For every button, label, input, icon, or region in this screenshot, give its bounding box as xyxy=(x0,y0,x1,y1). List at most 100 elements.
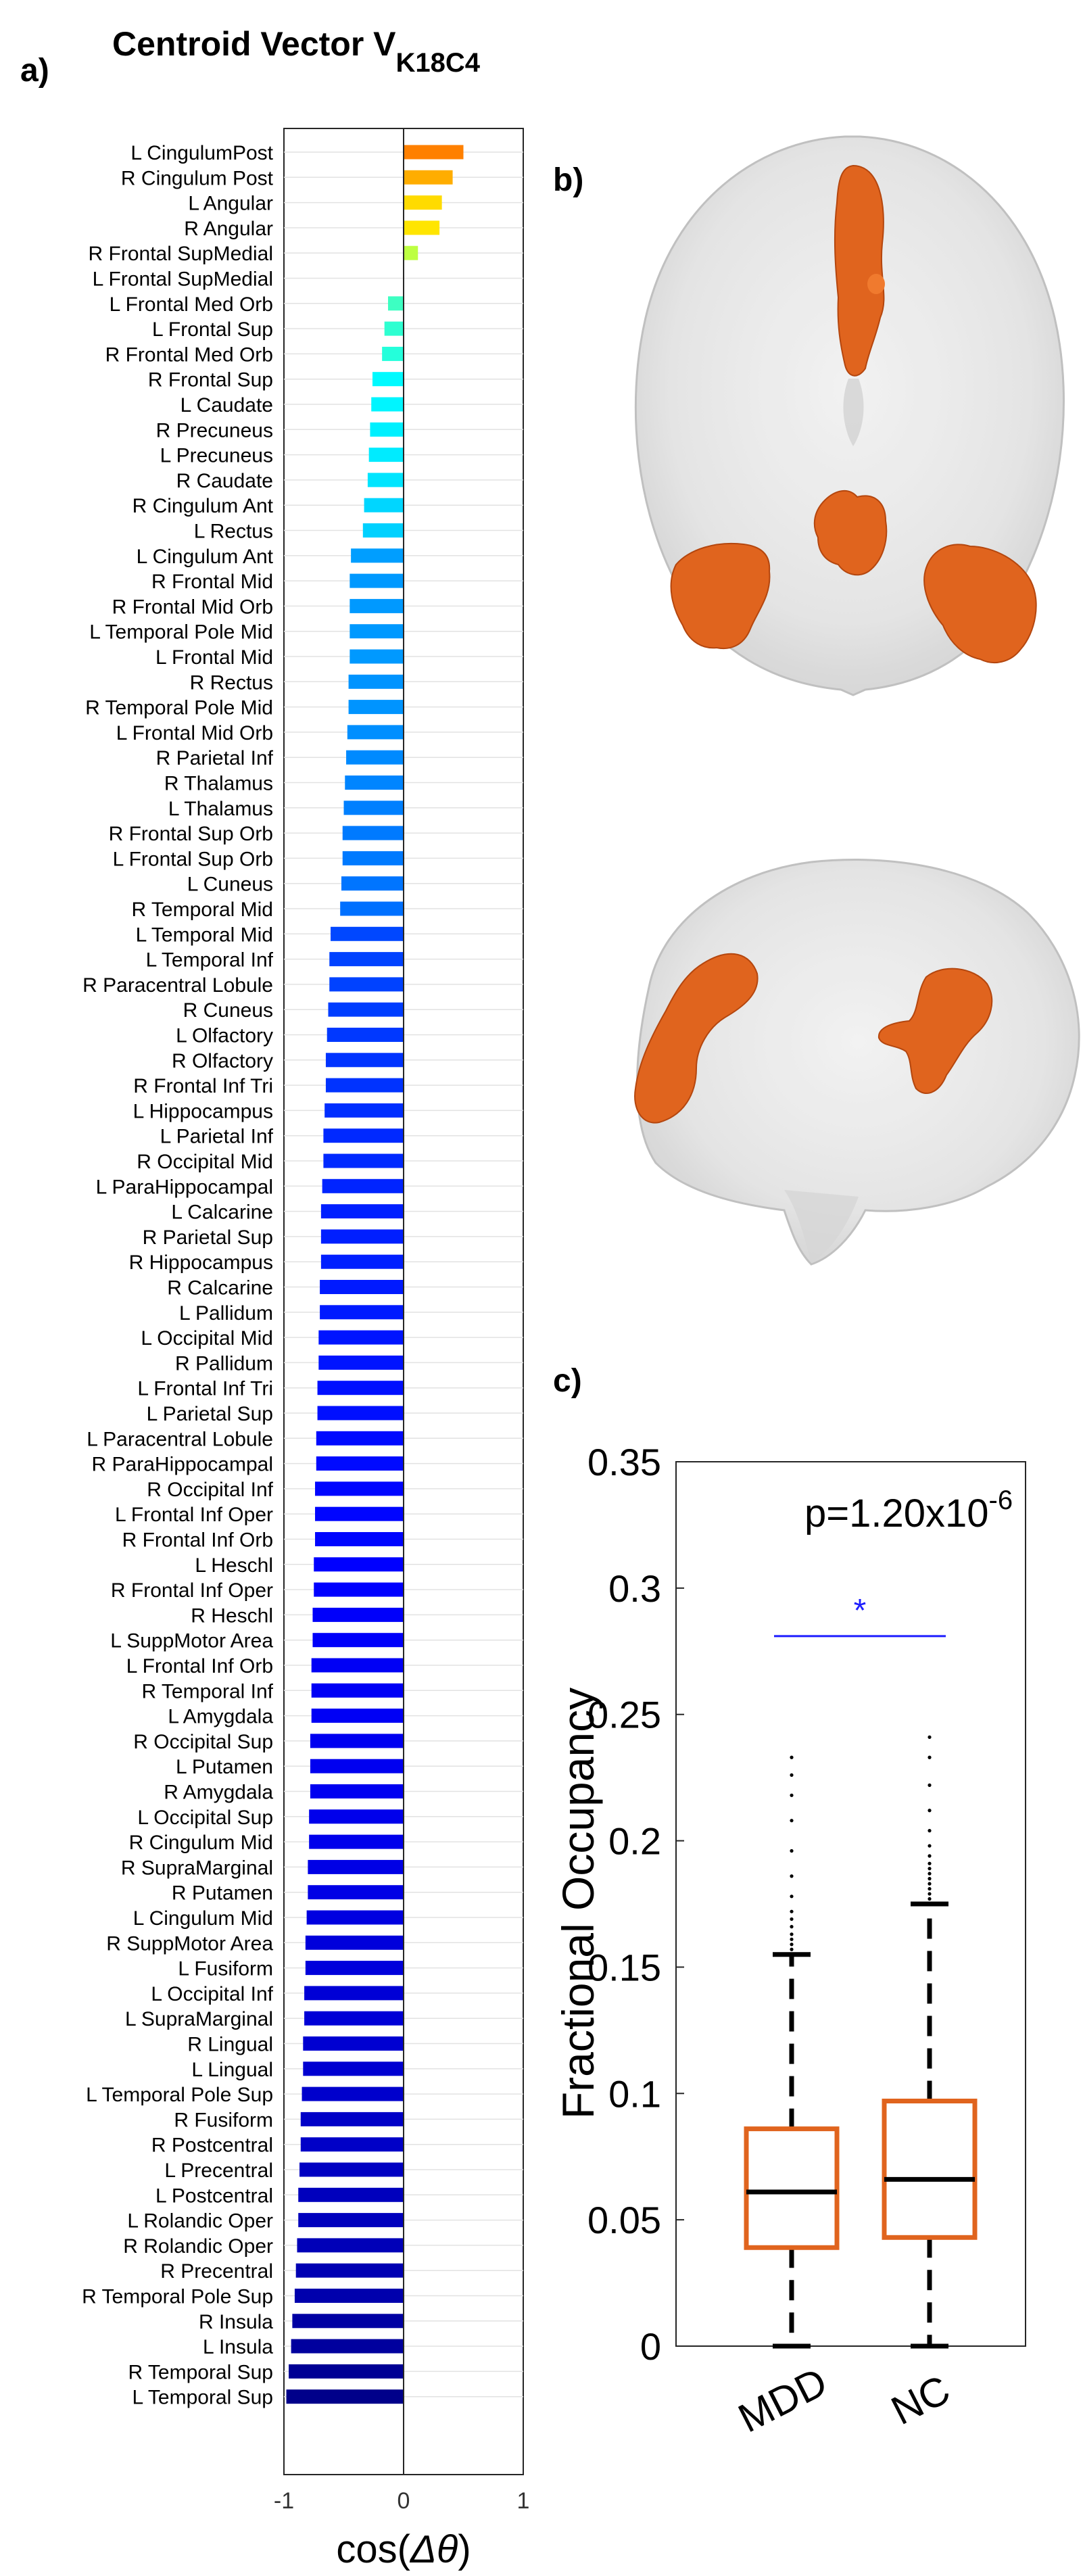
bar-r-frontal-inf-tri xyxy=(325,1078,404,1093)
outlier-point xyxy=(928,1783,932,1787)
category-label: L Frontal Inf Tri xyxy=(137,1378,273,1400)
bar-r-temporal-inf xyxy=(311,1683,404,1698)
bar-l-frontal-inf-orb xyxy=(311,1658,404,1673)
category-label: L Rolandic Oper xyxy=(127,2210,273,2233)
bar-l-parahippocampal xyxy=(322,1178,404,1193)
category-label: L Paracentral Lobule xyxy=(87,1428,273,1450)
chart-title: Centroid Vector VK18C4 xyxy=(112,25,481,78)
category-label: R Olfactory xyxy=(172,1050,273,1072)
category-label: R Occipital Inf xyxy=(147,1479,273,1501)
category-label: L Temporal Sup xyxy=(133,2387,273,2409)
category-label: L Pallidum xyxy=(179,1302,273,1325)
outlier-point xyxy=(928,1809,932,1813)
panel-b-label: b) xyxy=(553,162,583,198)
bar-r-frontal-supmedial xyxy=(404,245,418,260)
y-tick-label: 0.1 xyxy=(608,2072,661,2115)
bar-r-cingulum-mid xyxy=(309,1834,404,1849)
category-label: R Frontal Med Orb xyxy=(105,343,273,366)
category-label: L Frontal Sup Orb xyxy=(113,848,273,870)
category-label: L Olfactory xyxy=(176,1025,273,1047)
category-label: R Paracentral Lobule xyxy=(82,974,273,997)
bar-l-paracentral-lobule xyxy=(316,1431,404,1446)
bar-r-frontal-mid xyxy=(350,573,404,588)
bar-l-occipital-mid xyxy=(318,1330,404,1345)
category-label: R Temporal Pole Mid xyxy=(85,697,273,719)
bar-r-olfactory xyxy=(325,1053,404,1068)
category-label: L Frontal SupMedial xyxy=(93,268,273,291)
category-label: R Precentral xyxy=(160,2260,273,2283)
category-label: R Occipital Sup xyxy=(133,1731,273,1753)
category-label: L Cuneus xyxy=(187,874,273,896)
category-label: R Rectus xyxy=(190,671,273,694)
sagittal-brain-glass xyxy=(636,859,1080,1266)
box-plot-significance: * xyxy=(774,1593,946,1638)
bar-r-temporal-sup xyxy=(289,2364,404,2379)
category-label: R Frontal Mid Orb xyxy=(112,596,273,618)
iqr-box xyxy=(744,2126,840,2250)
bar-l-frontal-med-orb xyxy=(387,296,404,311)
outlier-point xyxy=(928,1882,932,1886)
outlier-point xyxy=(928,1844,932,1848)
box-plot: 0 0.05 0.1 0.15 0.2 0.25 0.3 0.35 * MDD NC Fract… xyxy=(553,1441,1026,2441)
category-label: L Insula xyxy=(203,2336,273,2358)
bar-chart-x-ticks: -1 0 1 xyxy=(274,2468,530,2514)
axial-midline-fold xyxy=(843,379,864,446)
outlier-point xyxy=(928,1877,932,1881)
category-label: R Frontal SupMedial xyxy=(89,243,273,265)
category-label: R Putamen xyxy=(172,1882,273,1905)
outlier-point xyxy=(790,1925,794,1929)
box-plot-ylabel: Fractional Occupancy xyxy=(553,1688,603,2119)
y-tick-label: 0.05 xyxy=(587,2199,661,2241)
category-label: R Lingual xyxy=(187,2034,273,2056)
bar-l-pallidum xyxy=(320,1305,404,1320)
outlier-point xyxy=(928,1829,932,1833)
box-nc xyxy=(882,1735,978,2349)
bar-l-precentral xyxy=(299,2162,404,2177)
bar-r-hippocampus xyxy=(320,1254,404,1269)
bar-l-frontal-sup xyxy=(384,321,404,336)
bar-r-frontal-sup xyxy=(372,372,404,387)
panel-a-label: a) xyxy=(20,53,49,89)
outlier-point xyxy=(928,1886,932,1891)
category-label: L Amygdala xyxy=(168,1706,273,1728)
bar-chart-bars xyxy=(286,145,464,2404)
category-label: L Parietal Sup xyxy=(147,1403,273,1425)
xlabel-suffix: ) xyxy=(458,2527,471,2571)
category-label: L Frontal Inf Oper xyxy=(115,1504,273,1526)
outlier-point xyxy=(928,1735,932,1739)
category-label: L Parietal Inf xyxy=(160,1126,274,1148)
axial-left-angular-region xyxy=(670,542,771,649)
bar-l-angular xyxy=(404,195,442,210)
category-label: R ParaHippocampal xyxy=(92,1454,273,1476)
category-label: R Frontal Sup Orb xyxy=(109,823,273,845)
chart-title-subscript: K18C4 xyxy=(396,48,481,78)
category-label: R Heschl xyxy=(191,1604,273,1627)
category-label: L Frontal Inf Orb xyxy=(126,1655,273,1677)
bar-r-temporal-mid xyxy=(340,901,404,916)
bar-r-supramarginal xyxy=(308,1859,404,1874)
category-label: L Temporal Mid xyxy=(136,924,273,946)
outlier-point xyxy=(790,1909,794,1913)
bar-r-occipital-mid xyxy=(323,1153,404,1168)
bar-r-heschl xyxy=(312,1607,404,1622)
category-label: L Precuneus xyxy=(160,445,273,467)
bar-l-occipital-inf xyxy=(304,1986,404,2001)
bar-r-frontal-inf-orb xyxy=(315,1532,404,1546)
bar-l-precuneus xyxy=(368,448,404,462)
bar-r-insula xyxy=(292,2314,404,2329)
category-label: R Calcarine xyxy=(167,1277,273,1299)
bar-r-calcarine xyxy=(320,1280,404,1294)
sagittal-posterior-region xyxy=(877,968,993,1095)
bar-l-putamen xyxy=(310,1759,404,1773)
sagittal-frontal-region xyxy=(634,953,759,1124)
outlier-point xyxy=(928,1892,932,1896)
category-label: R Cingulum Ant xyxy=(133,495,274,517)
bar-l-amygdala xyxy=(311,1709,404,1723)
category-label: R SupraMarginal xyxy=(121,1857,273,1879)
bar-l-fusiform xyxy=(305,1961,404,1976)
axial-right-angular-region xyxy=(923,544,1037,663)
axial-frontal-region xyxy=(834,164,885,377)
bar-r-fusiform xyxy=(300,2112,404,2126)
x-tick-label: 1 xyxy=(517,2488,530,2514)
bar-r-precuneus xyxy=(370,422,404,437)
